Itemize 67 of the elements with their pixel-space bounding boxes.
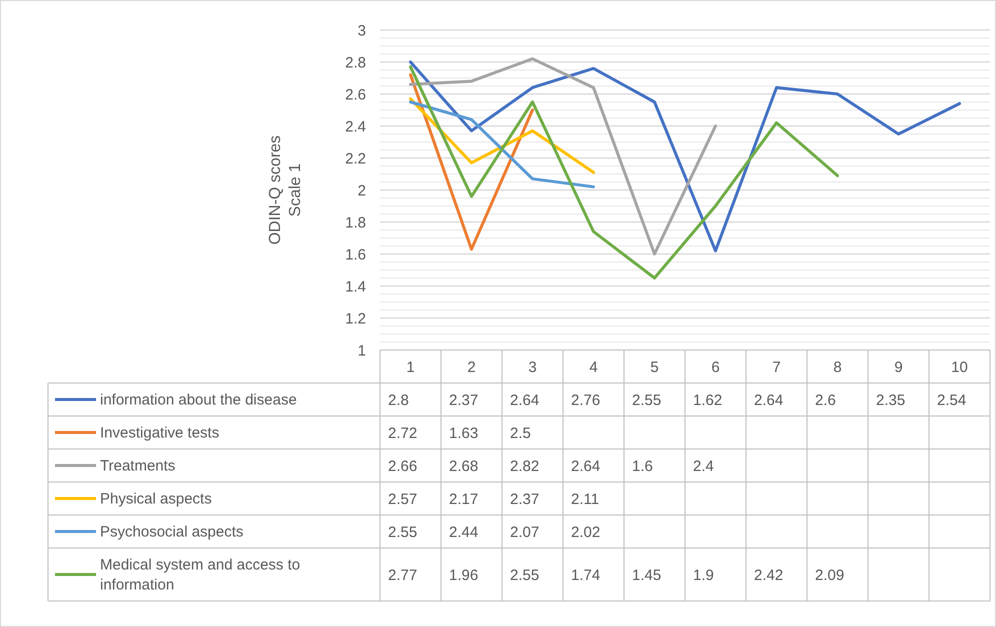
data-label: 2.55	[632, 392, 662, 409]
data-label: 2.77	[388, 566, 418, 584]
data-label: 2.55	[510, 566, 540, 584]
data-label: 2.44	[449, 524, 478, 541]
legend-label: information about the disease	[100, 392, 297, 408]
y-tick-label: 2.8	[345, 54, 366, 72]
data-label: 1.62	[693, 392, 722, 409]
y-tick-label: 2.2	[345, 150, 366, 168]
data-label: 1.45	[632, 566, 662, 584]
data-label: 2.4	[693, 458, 714, 475]
data-label: 2.42	[754, 566, 784, 584]
data-label: 1.96	[449, 566, 478, 584]
data-label: 2.6	[815, 392, 836, 409]
y-axis-title: ODIN-Q scores Scale 1	[267, 135, 304, 245]
data-label: 1.6	[632, 458, 653, 475]
legend-label: Medical system and access to information	[100, 556, 300, 594]
x-tick-label: 8	[833, 358, 842, 376]
data-label: 2.64	[754, 392, 784, 409]
y-tick-label: 1.4	[345, 278, 366, 296]
x-tick-label: 4	[589, 358, 598, 376]
legend-label: Investigative tests	[100, 424, 220, 442]
x-tick-label: 10	[951, 358, 968, 376]
x-tick-label: 1	[406, 358, 415, 376]
data-label: 2.66	[388, 458, 418, 475]
line-series	[409, 57, 717, 256]
x-tick-label: 6	[711, 358, 720, 376]
x-tick-label: 5	[650, 358, 659, 376]
data-label: 2.54	[937, 392, 966, 409]
y-tick-label: 2	[358, 182, 366, 200]
data-label: 2.5	[510, 424, 531, 442]
legend-label: Treatments	[100, 458, 176, 474]
data-label: 2.11	[571, 490, 600, 508]
x-tick-label: 2	[467, 358, 476, 376]
x-tick-label: 7	[772, 358, 781, 376]
data-label: 2.07	[510, 524, 540, 541]
y-tick-label: 1.8	[345, 214, 366, 232]
data-label: 2.64	[571, 458, 600, 475]
y-tick-label: 1.6	[345, 246, 366, 264]
y-tick-label: 2.4	[345, 118, 366, 136]
data-label: 2.17	[449, 490, 478, 508]
data-label: 2.37	[449, 392, 478, 409]
data-label: 2.37	[510, 490, 540, 508]
data-label: 2.72	[388, 424, 418, 442]
line-series	[409, 65, 839, 280]
data-label: 2.35	[876, 392, 906, 409]
y-tick-label: 1	[358, 342, 366, 360]
line-series	[409, 60, 961, 252]
data-label: 2.55	[388, 524, 418, 541]
x-tick-label: 9	[894, 358, 903, 376]
data-label: 2.57	[388, 490, 418, 508]
data-label: 2.64	[510, 392, 540, 409]
x-tick-label: 3	[528, 358, 537, 376]
line-series	[409, 100, 595, 188]
data-label: 2.68	[449, 458, 478, 475]
data-label: 2.82	[510, 458, 540, 475]
data-label: 1.9	[693, 566, 714, 584]
data-label: 1.63	[449, 424, 478, 442]
data-label: 1.74	[571, 566, 600, 584]
y-tick-label: 3	[358, 22, 366, 40]
data-label: 2.76	[571, 392, 600, 409]
data-label: 2.02	[571, 524, 600, 541]
data-label: 2.09	[815, 566, 844, 584]
legend-label: Psychosocial aspects	[100, 524, 244, 540]
y-tick-label: 1.2	[345, 310, 366, 328]
y-tick-label: 2.6	[345, 86, 366, 104]
data-label: 2.8	[388, 392, 409, 409]
legend-label: Physical aspects	[100, 490, 212, 508]
